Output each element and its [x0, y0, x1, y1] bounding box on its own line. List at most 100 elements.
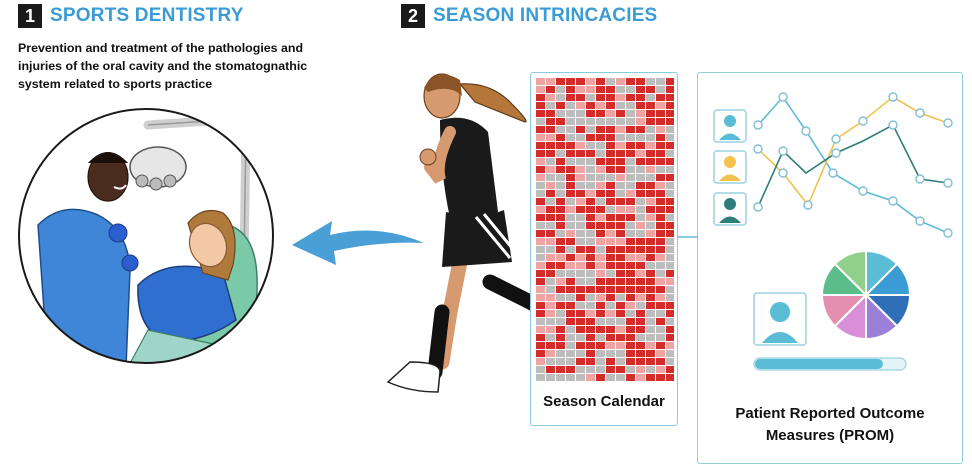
calendar-cell — [546, 222, 555, 229]
calendar-cell — [556, 286, 565, 293]
calendar-cell — [646, 94, 655, 101]
calendar-cell — [616, 294, 625, 301]
calendar-cell — [566, 198, 575, 205]
calendar-cell — [596, 174, 605, 181]
calendar-cell — [536, 174, 545, 181]
calendar-cell — [666, 126, 674, 133]
section-1-number: 1 — [18, 4, 42, 28]
calendar-cell — [666, 214, 674, 221]
calendar-cell — [606, 158, 615, 165]
calendar-cell — [626, 110, 635, 117]
calendar-cell — [626, 182, 635, 189]
calendar-cell — [656, 182, 665, 189]
calendar-cell — [596, 110, 605, 117]
calendar-cell — [536, 350, 545, 357]
calendar-cell — [616, 302, 625, 309]
calendar-cell — [586, 174, 595, 181]
calendar-cell — [556, 142, 565, 149]
calendar-cell — [606, 318, 615, 325]
calendar-cell — [566, 310, 575, 317]
calendar-cell — [566, 214, 575, 221]
calendar-cell — [586, 278, 595, 285]
calendar-cell — [556, 86, 565, 93]
calendar-cell — [666, 134, 674, 141]
calendar-cell — [596, 78, 605, 85]
calendar-cell — [656, 126, 665, 133]
calendar-cell — [606, 198, 615, 205]
calendar-cell — [596, 158, 605, 165]
calendar-cell — [556, 278, 565, 285]
calendar-cell — [616, 150, 625, 157]
calendar-cell — [596, 190, 605, 197]
calendar-cell — [546, 302, 555, 309]
calendar-cell — [646, 326, 655, 333]
calendar-cell — [636, 94, 645, 101]
calendar-cell — [626, 350, 635, 357]
calendar-cell — [626, 278, 635, 285]
calendar-cell — [616, 118, 625, 125]
calendar-cell — [566, 270, 575, 277]
calendar-cell — [626, 310, 635, 317]
calendar-cell — [556, 246, 565, 253]
calendar-cell — [666, 350, 674, 357]
calendar-cell — [586, 158, 595, 165]
calendar-cell — [616, 198, 625, 205]
calendar-cell — [576, 206, 585, 213]
calendar-cell — [556, 238, 565, 245]
calendar-cell — [576, 326, 585, 333]
calendar-cell — [656, 278, 665, 285]
calendar-cell — [586, 150, 595, 157]
calendar-cell — [586, 342, 595, 349]
calendar-cell — [596, 126, 605, 133]
calendar-cell — [546, 206, 555, 213]
calendar-cell — [666, 254, 674, 261]
calendar-cell — [556, 374, 565, 381]
calendar-cell — [646, 262, 655, 269]
calendar-cell — [546, 366, 555, 373]
calendar-cell — [556, 118, 565, 125]
calendar-cell — [576, 262, 585, 269]
calendar-cell — [536, 158, 545, 165]
calendar-cell — [606, 334, 615, 341]
calendar-cell — [576, 342, 585, 349]
calendar-cell — [646, 78, 655, 85]
calendar-cell — [626, 294, 635, 301]
calendar-cell — [586, 294, 595, 301]
calendar-cell — [636, 86, 645, 93]
calendar-cell — [566, 182, 575, 189]
calendar-cell — [596, 166, 605, 173]
calendar-cell — [606, 294, 615, 301]
calendar-cell — [646, 254, 655, 261]
calendar-cell — [566, 222, 575, 229]
prom-line-yellow — [757, 96, 949, 207]
prom-label: Patient Reported Outcome Measures (PROM) — [698, 403, 962, 447]
calendar-cell — [616, 78, 625, 85]
calendar-cell — [586, 206, 595, 213]
calendar-cell — [566, 350, 575, 357]
calendar-cell — [596, 326, 605, 333]
calendar-cell — [636, 118, 645, 125]
calendar-cell — [646, 182, 655, 189]
calendar-cell — [646, 318, 655, 325]
calendar-cell — [536, 326, 545, 333]
calendar-cell — [546, 350, 555, 357]
calendar-cell — [616, 254, 625, 261]
calendar-cell — [636, 198, 645, 205]
calendar-cell — [536, 86, 545, 93]
calendar-cell — [576, 182, 585, 189]
calendar-cell — [576, 350, 585, 357]
prom-panel: Patient Reported Outcome Measures (PROM) — [697, 72, 963, 464]
calendar-cell — [576, 166, 585, 173]
calendar-cell — [646, 350, 655, 357]
season-calendar-panel: Season Calendar — [530, 72, 678, 426]
calendar-cell — [596, 118, 605, 125]
calendar-cell — [646, 374, 655, 381]
calendar-cell — [586, 374, 595, 381]
calendar-cell — [566, 150, 575, 157]
calendar-cell — [536, 150, 545, 157]
calendar-cell — [596, 182, 605, 189]
calendar-cell — [566, 126, 575, 133]
calendar-cell — [566, 374, 575, 381]
calendar-cell — [566, 294, 575, 301]
calendar-cell — [576, 294, 585, 301]
